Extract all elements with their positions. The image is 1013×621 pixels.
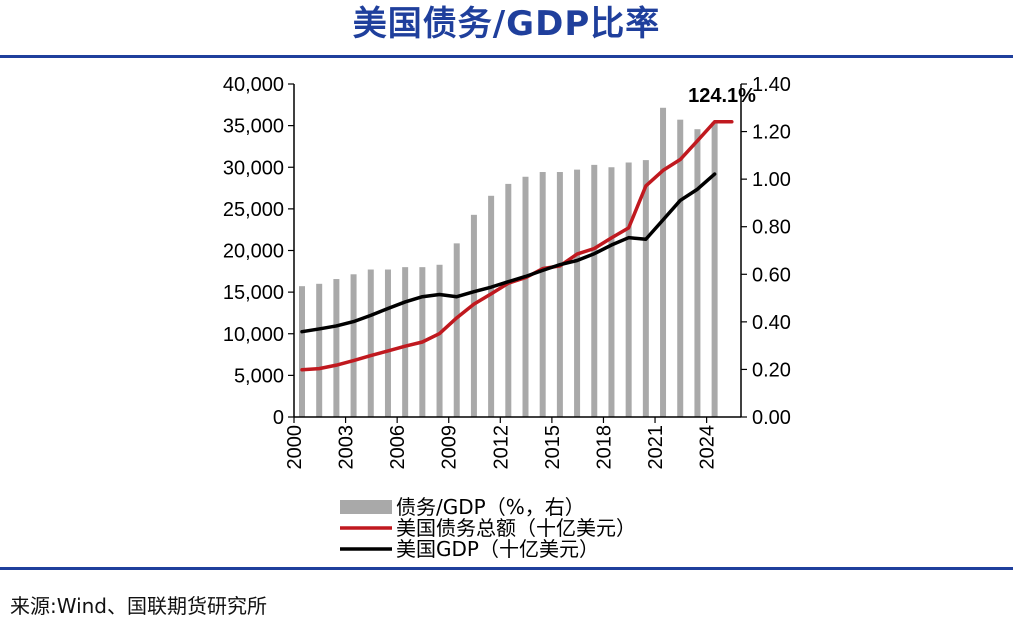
footer-divider: [0, 567, 1013, 570]
bar-2014: [539, 172, 546, 417]
bar-2023: [694, 129, 701, 417]
bar-2020: [642, 160, 649, 417]
left-tick-label: 25,000: [223, 199, 284, 221]
bar-2005: [384, 269, 391, 417]
tick-labels: 0 5,000 10,000 15,000 20,000 25,000 30,000 35,0…: [223, 74, 791, 470]
left-tick-label: 40,000: [223, 74, 284, 96]
bar-2004: [367, 269, 374, 417]
left-tick-label: 15,000: [223, 282, 284, 304]
chart: 0 5,000 10,000 15,000 20,000 25,000 30,000 35,0…: [223, 74, 791, 561]
x-tick-label: 2003: [336, 425, 358, 470]
bar-2013: [522, 176, 529, 417]
bar-2002: [333, 279, 340, 417]
bar-2008: [436, 264, 443, 417]
bar-2010: [470, 214, 477, 417]
page-title: 美国债务/GDP比率: [352, 4, 661, 44]
bar-2018: [608, 167, 615, 417]
bar-series: [299, 107, 718, 418]
bar-2024: [711, 122, 718, 418]
legend-swatch-bar: [340, 500, 392, 514]
legend-label: 美国GDP（十亿美元）: [396, 537, 599, 561]
left-tick-label: 5,000: [234, 365, 284, 387]
x-tick-label: 2006: [387, 425, 409, 470]
x-tick-label: 2015: [542, 425, 564, 470]
right-tick-label: 0.80: [752, 217, 791, 239]
left-tick-label: 35,000: [223, 116, 284, 138]
right-tick-label: 1.00: [752, 169, 791, 191]
left-tick-label: 20,000: [223, 241, 284, 263]
axes: [288, 83, 747, 423]
left-tick-label: 30,000: [223, 157, 284, 179]
right-tick-label: 0.60: [752, 264, 791, 286]
bar-2000: [299, 286, 305, 417]
bar-2019: [625, 162, 632, 417]
right-tick-label: 0.00: [752, 407, 791, 429]
source-note: 来源:Wind、国联期货研究所: [10, 594, 268, 618]
x-tick-label: 2009: [439, 425, 461, 470]
x-tick-label: 2018: [593, 425, 615, 470]
bar-2011: [488, 195, 495, 417]
x-tick-label: 2024: [697, 425, 719, 470]
bar-2009: [453, 243, 460, 417]
bar-2015: [556, 172, 563, 417]
x-tick-label: 2012: [490, 425, 512, 470]
right-tick-label: 1.40: [752, 74, 791, 96]
title-divider: [0, 55, 1013, 58]
legend-label: 债务/GDP（%，右）: [396, 495, 585, 519]
bar-2001: [316, 283, 323, 417]
gdp-line: [300, 172, 717, 334]
x-tick-label: 2000: [284, 425, 306, 470]
x-tick-label: 2021: [645, 425, 667, 470]
annotation-label: 124.1%: [688, 85, 756, 107]
left-tick-label: 0: [273, 407, 284, 429]
bar-2012: [505, 183, 512, 417]
legend: 债务/GDP（%，右）美国债务总额（十亿美元）美国GDP（十亿美元）: [340, 495, 636, 561]
bar-2022: [677, 119, 684, 417]
left-tick-label: 10,000: [223, 324, 284, 346]
bar-2021: [660, 107, 667, 418]
right-tick-label: 0.40: [752, 312, 791, 334]
debt-total-line: [300, 120, 734, 372]
bar-2017: [591, 164, 598, 417]
bar-2016: [574, 169, 581, 417]
line-series: [300, 120, 734, 372]
right-tick-label: 0.20: [752, 359, 791, 381]
bar-2003: [350, 274, 357, 417]
bar-2006: [402, 267, 409, 417]
legend-label: 美国债务总额（十亿美元）: [396, 516, 636, 540]
right-tick-label: 1.20: [752, 122, 791, 144]
